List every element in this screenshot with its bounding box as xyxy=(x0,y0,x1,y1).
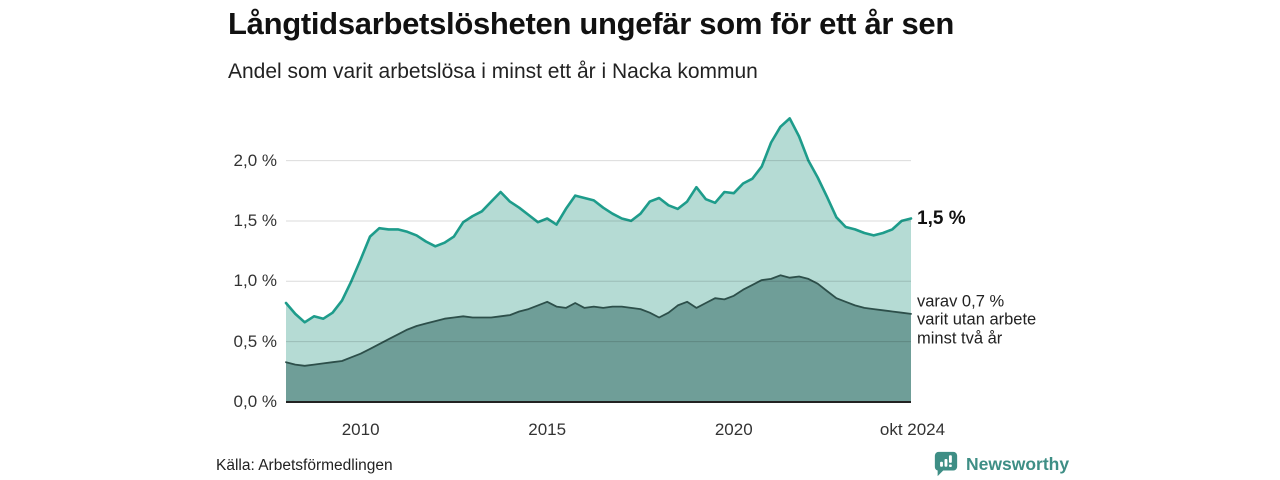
x-tick-label: 2010 xyxy=(341,420,380,439)
y-tick-label: 1,5 % xyxy=(233,210,277,230)
series-subset-end-label-line: varav 0,7 % xyxy=(917,292,1005,311)
series-subset-area xyxy=(286,275,911,402)
newsworthy-barchart-pin-icon xyxy=(934,451,958,477)
y-tick-label: 0,0 % xyxy=(233,392,277,411)
series-subset-end-label-line: varit utan arbete xyxy=(917,310,1037,329)
brand-logo: Newsworthy xyxy=(933,450,1069,478)
y-tick-label: 0,5 % xyxy=(233,331,277,351)
y-tick-label: 1,0 % xyxy=(233,271,277,291)
y-tick-label: 2,0 % xyxy=(233,150,277,170)
series-total-line xyxy=(284,117,913,324)
x-tick-label: 2020 xyxy=(714,420,753,439)
x-tick-label: 2015 xyxy=(528,420,567,439)
brand-name: Newsworthy xyxy=(966,453,1070,474)
series-subset-line xyxy=(285,274,912,367)
series-subset-end-label: varav 0,7 % varit utan arbete minst två år xyxy=(917,292,1036,348)
series-total-end-label: 1,5 % xyxy=(917,207,966,229)
x-tick-label: okt 2024 xyxy=(879,420,946,439)
chart-subtitle: Andel som varit arbetslösa i minst ett å… xyxy=(228,60,758,83)
source-note: Källa: Arbetsförmedlingen xyxy=(216,457,393,474)
chart-title: Långtidsarbetslösheten ungefär som för e… xyxy=(228,6,955,41)
series-subset-end-label-line: minst två år xyxy=(917,329,1003,348)
